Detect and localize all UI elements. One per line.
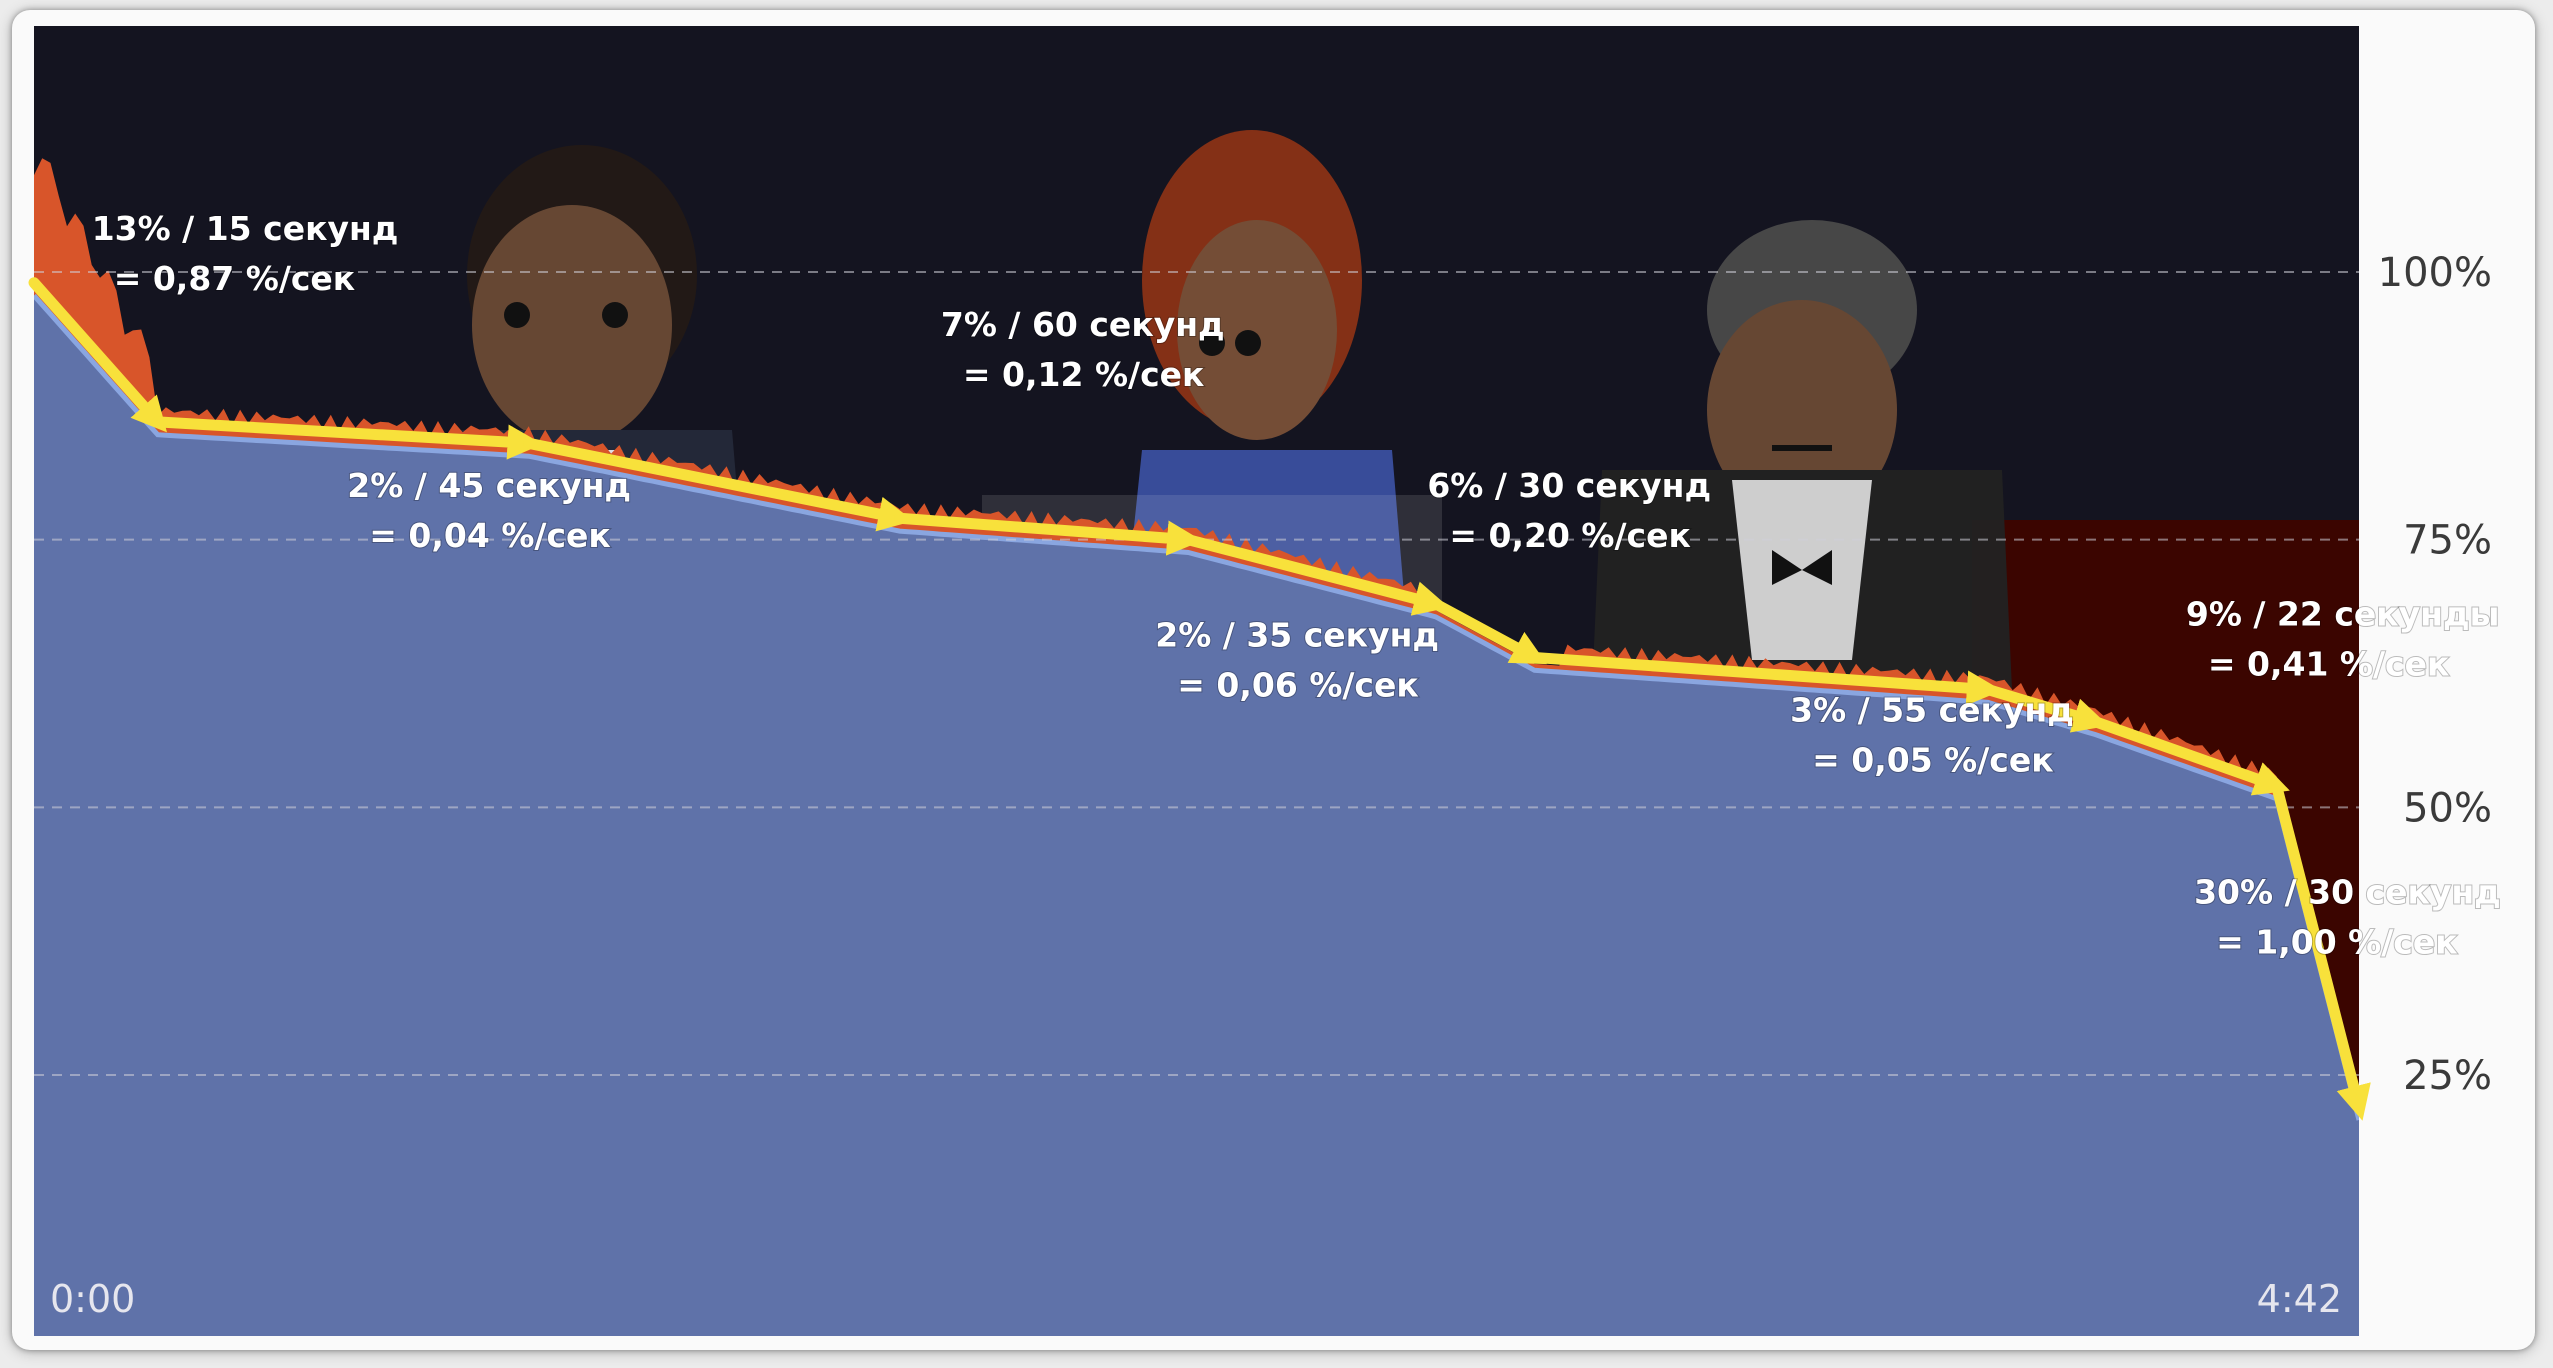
annotation-rate: = 1,00 %/сек xyxy=(2216,923,2458,962)
annotation-rate: = 0,41 %/сек xyxy=(2208,644,2450,683)
trend-arrow xyxy=(1529,651,2003,706)
y-axis-ticks: 100% 75% 50% 25% xyxy=(2378,250,2492,1099)
annotation-rate: = 0,05 %/сек xyxy=(1812,741,2054,780)
annotation-title: 2% / 45 секунд xyxy=(347,466,631,505)
time-end-label: 4:42 xyxy=(2257,1277,2342,1321)
annotation-title: 3% / 55 секунд xyxy=(1790,691,2074,730)
trend-arrow xyxy=(28,277,168,433)
annotation-rate: = 0,06 %/сек xyxy=(1177,666,1419,705)
annotation-title: 2% / 35 секунд xyxy=(1155,616,1439,655)
annotation-title: 7% / 60 секунд xyxy=(941,305,1225,344)
y-tick-label: 25% xyxy=(2403,1053,2492,1099)
plot-area xyxy=(34,26,2359,1336)
annotation-title: 9% / 22 секунды xyxy=(2186,594,2500,633)
y-tick-label: 50% xyxy=(2403,785,2492,831)
trend-arrow xyxy=(1430,598,1547,665)
y-tick-label: 75% xyxy=(2403,518,2492,564)
chart-card: 100% 75% 50% 25% 13% / 15 секунд = 0,87 %/се… xyxy=(12,10,2535,1350)
time-start-label: 0:00 xyxy=(50,1277,135,1321)
grid-lines xyxy=(34,271,2359,1077)
trend-arrow xyxy=(2271,780,2371,1121)
annotation-title: 13% / 15 секунд xyxy=(92,209,399,248)
annotation-rate: = 0,87 %/сек xyxy=(114,259,356,298)
trend-arrow xyxy=(1982,684,2109,733)
trend-arrow xyxy=(523,437,914,532)
annotation-rate: = 0,20 %/сек xyxy=(1449,516,1691,555)
y-tick-label: 100% xyxy=(2378,250,2492,296)
annotation-title: 30% / 30 секунд xyxy=(2194,873,2501,912)
trend-line xyxy=(28,277,2371,1121)
annotation-title: 6% / 30 секунд xyxy=(1427,466,1711,505)
annotation-rate: = 0,12 %/сек xyxy=(963,355,1205,394)
annotations: 13% / 15 секунд = 0,87 %/сек 2% / 45 секун… xyxy=(91,208,2502,963)
annotation-rate: = 0,04 %/сек xyxy=(369,516,611,555)
trend-arrow xyxy=(152,416,543,460)
trend-arrow xyxy=(2089,716,2290,796)
audience-retention-chart: 100% 75% 50% 25% 13% / 15 секунд = 0,87 %/се… xyxy=(28,26,2502,1336)
trend-arrow xyxy=(1182,534,1450,616)
trend-arrow xyxy=(894,512,1203,556)
